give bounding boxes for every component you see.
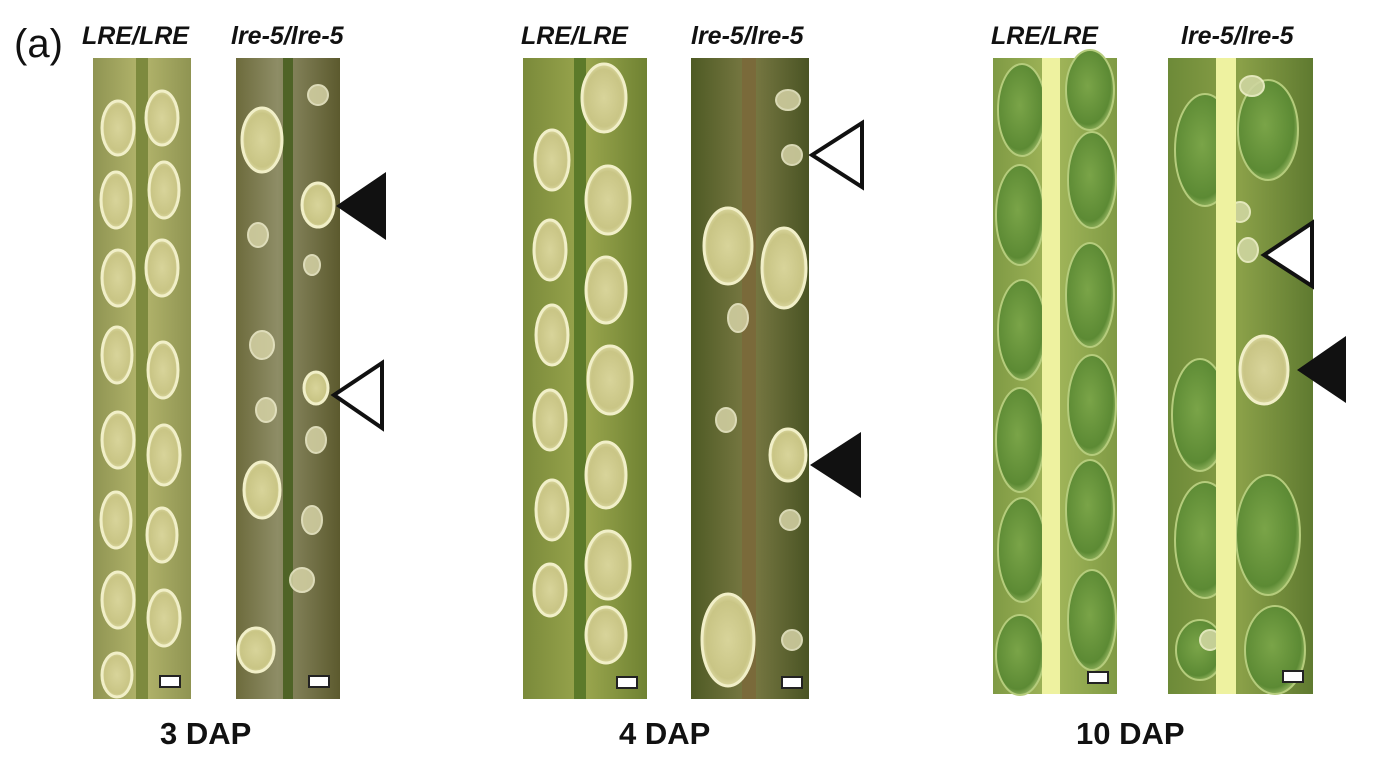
open-arrowhead-icon <box>330 359 384 432</box>
open-arrowhead-icon <box>1260 219 1314 290</box>
stage-label-3dap: 3 DAP <box>160 716 252 751</box>
genotype-label-mut-4dap: lre-5/lre-5 <box>691 22 804 50</box>
genotype-label-mut-10dap: lre-5/lre-5 <box>1181 22 1294 50</box>
genotype-label-wt-10dap: LRE/LRE <box>991 22 1098 50</box>
stage-label-4dap: 4 DAP <box>619 716 711 751</box>
panel-label: (a) <box>14 22 63 66</box>
genotype-label-wt-4dap: LRE/LRE <box>521 22 628 50</box>
filled-arrowhead-icon <box>810 432 861 498</box>
filled-arrowhead-icon <box>1297 336 1346 403</box>
stage-label-10dap: 10 DAP <box>1076 716 1185 751</box>
genotype-label-wt-3dap: LRE/LRE <box>82 22 189 50</box>
open-arrowhead-icon <box>808 119 864 191</box>
filled-arrowhead-icon <box>336 172 386 240</box>
genotype-label-mut-3dap: lre-5/lre-5 <box>231 22 344 50</box>
